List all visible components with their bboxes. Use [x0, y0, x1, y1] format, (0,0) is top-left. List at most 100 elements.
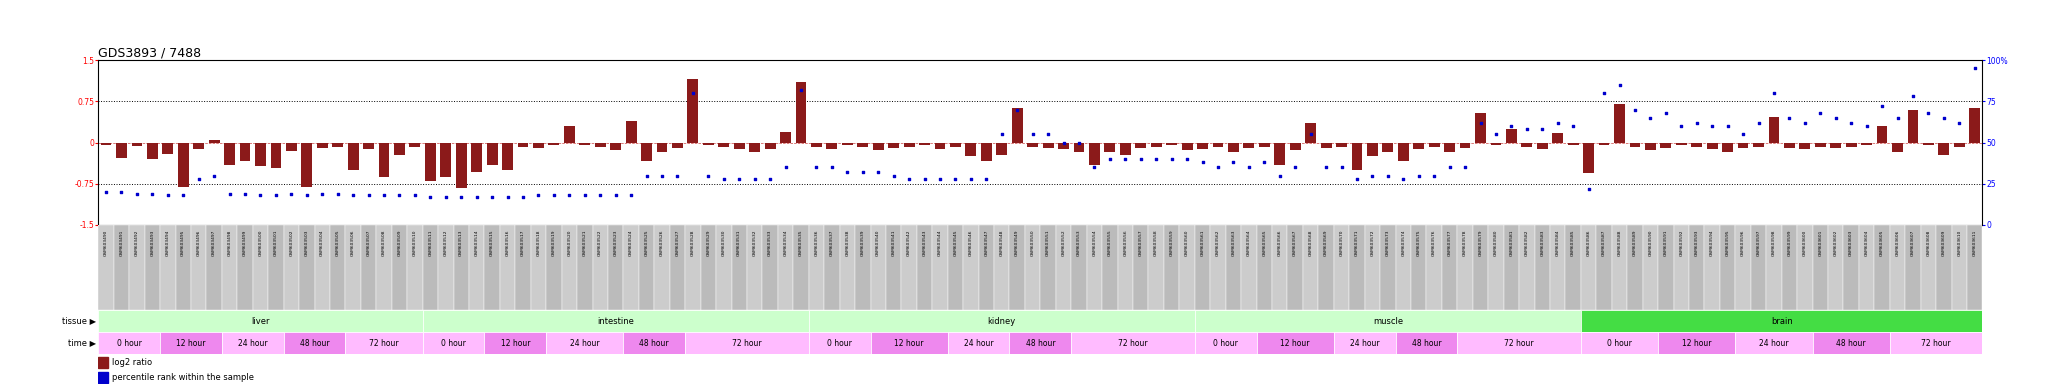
FancyBboxPatch shape	[1225, 225, 1241, 310]
FancyBboxPatch shape	[1303, 225, 1319, 310]
Bar	[1845, 142, 1858, 147]
FancyBboxPatch shape	[1534, 225, 1550, 310]
Point	[1141, 156, 1174, 162]
FancyBboxPatch shape	[1163, 225, 1180, 310]
Text: GSM603582: GSM603582	[1526, 229, 1530, 256]
Text: GSM603580: GSM603580	[1493, 229, 1497, 256]
FancyBboxPatch shape	[530, 225, 547, 310]
Bar	[950, 142, 961, 147]
FancyBboxPatch shape	[1860, 225, 1874, 310]
Point	[1032, 131, 1065, 137]
Text: intestine: intestine	[598, 316, 635, 326]
Bar	[1661, 142, 1671, 148]
FancyBboxPatch shape	[870, 225, 887, 310]
Text: GSM603535: GSM603535	[799, 229, 803, 256]
Bar	[920, 142, 930, 145]
Bar	[1260, 142, 1270, 147]
FancyBboxPatch shape	[561, 225, 578, 310]
Bar	[795, 82, 807, 142]
Bar	[934, 142, 946, 149]
Text: 24 hour: 24 hour	[569, 339, 600, 348]
Text: 24 hour: 24 hour	[1759, 339, 1788, 348]
Bar	[147, 142, 158, 159]
FancyBboxPatch shape	[1210, 225, 1225, 310]
Text: GSM603528: GSM603528	[690, 229, 694, 256]
Bar	[1784, 142, 1794, 148]
FancyBboxPatch shape	[190, 225, 207, 310]
Text: GSM603554: GSM603554	[1092, 229, 1096, 256]
Text: GSM603545: GSM603545	[954, 229, 958, 256]
Bar	[1274, 142, 1286, 164]
FancyBboxPatch shape	[129, 225, 145, 310]
FancyBboxPatch shape	[1829, 225, 1843, 310]
Point	[600, 192, 633, 199]
Point	[723, 176, 756, 182]
Text: GSM603499: GSM603499	[244, 229, 248, 256]
Text: GSM603514: GSM603514	[475, 229, 479, 256]
Bar	[1475, 113, 1487, 142]
Bar	[1229, 142, 1239, 152]
Bar	[317, 142, 328, 148]
Bar	[240, 142, 250, 161]
Text: GSM603583: GSM603583	[1540, 229, 1544, 256]
FancyBboxPatch shape	[1288, 225, 1303, 310]
Bar	[1120, 142, 1130, 155]
Point	[291, 192, 324, 199]
Point	[877, 172, 909, 179]
FancyBboxPatch shape	[1010, 225, 1024, 310]
Bar	[750, 142, 760, 152]
Point	[862, 169, 895, 175]
FancyBboxPatch shape	[315, 225, 330, 310]
Bar	[1645, 142, 1657, 150]
Bar	[100, 142, 111, 145]
Text: GSM603558: GSM603558	[1155, 229, 1159, 256]
Bar	[1706, 142, 1718, 149]
FancyBboxPatch shape	[547, 225, 561, 310]
Point	[1372, 172, 1405, 179]
Bar	[1599, 142, 1610, 145]
Bar	[965, 142, 977, 156]
Bar	[1165, 142, 1178, 145]
Bar	[1382, 142, 1393, 152]
Point	[1155, 156, 1188, 162]
Bar	[563, 126, 575, 142]
Point	[1511, 126, 1544, 132]
Point	[260, 192, 293, 199]
Point	[104, 189, 137, 195]
Bar	[1675, 142, 1688, 145]
Text: GSM603511: GSM603511	[428, 229, 432, 256]
Point	[229, 190, 262, 197]
FancyBboxPatch shape	[98, 225, 115, 310]
FancyBboxPatch shape	[1581, 310, 1982, 332]
Point	[182, 176, 215, 182]
Point	[1386, 176, 1419, 182]
Point	[1774, 115, 1806, 121]
Bar	[1135, 142, 1147, 148]
Bar	[1491, 142, 1501, 145]
Text: GSM603589: GSM603589	[1632, 229, 1636, 256]
Text: GSM603527: GSM603527	[676, 229, 680, 256]
FancyBboxPatch shape	[1874, 225, 1890, 310]
Point	[1063, 139, 1096, 146]
Point	[537, 192, 569, 199]
Text: GSM603584: GSM603584	[1556, 229, 1561, 256]
Point	[1649, 110, 1681, 116]
Text: GSM603590: GSM603590	[1649, 229, 1653, 256]
Text: GSM603544: GSM603544	[938, 229, 942, 256]
FancyBboxPatch shape	[221, 332, 283, 354]
Point	[305, 190, 338, 197]
Point	[199, 172, 231, 179]
Point	[1077, 164, 1110, 170]
Text: GSM603496: GSM603496	[197, 229, 201, 256]
FancyBboxPatch shape	[686, 332, 809, 354]
Point	[492, 194, 524, 200]
Point	[475, 194, 508, 200]
FancyBboxPatch shape	[346, 225, 360, 310]
Bar	[1430, 142, 1440, 147]
Text: GSM603591: GSM603591	[1663, 229, 1667, 256]
Bar	[1722, 142, 1733, 152]
FancyBboxPatch shape	[1503, 225, 1520, 310]
FancyBboxPatch shape	[1565, 225, 1581, 310]
Text: GSM603562: GSM603562	[1217, 229, 1221, 256]
Bar	[903, 142, 915, 147]
